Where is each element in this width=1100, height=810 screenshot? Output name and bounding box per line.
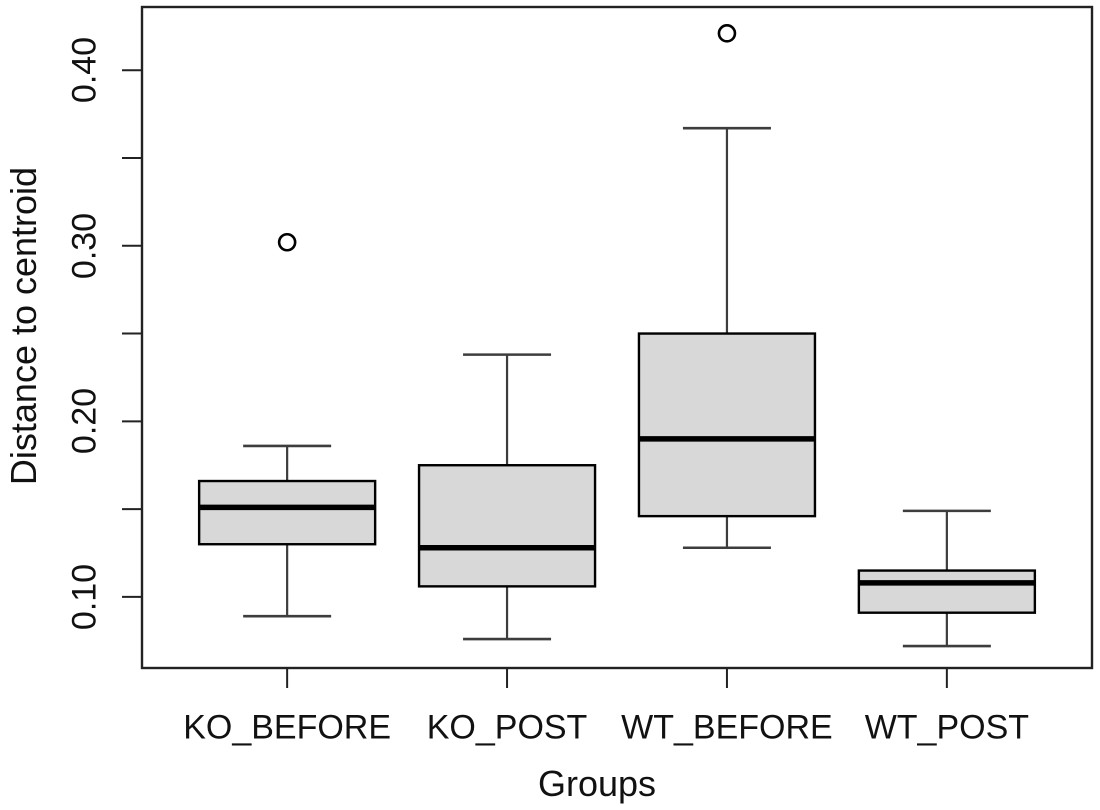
iqr-box xyxy=(637,332,817,518)
y-axis-title: Distance to centroid xyxy=(3,166,44,486)
outlier-point xyxy=(277,232,297,252)
plot-frame xyxy=(140,5,1094,670)
iqr-box xyxy=(857,569,1037,614)
outlier-point xyxy=(717,24,737,43)
x-axis-title: Groups xyxy=(537,763,657,804)
iqr-box xyxy=(417,464,597,588)
iqr-box xyxy=(197,479,377,546)
